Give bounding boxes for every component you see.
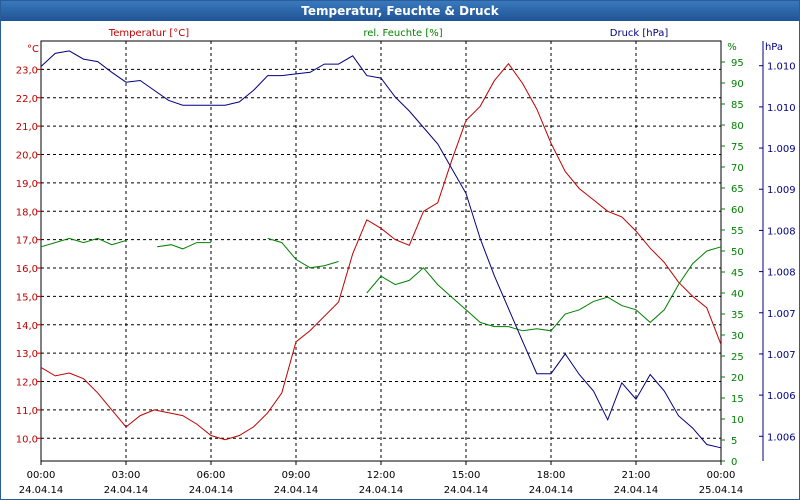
series-line-humidity xyxy=(40,237,127,248)
humidity-axis-title: rel. Feuchte [%] xyxy=(363,28,442,39)
temperature-tick-label: 23,0 xyxy=(16,65,38,76)
pressure-tick-label: 1.006 xyxy=(767,432,796,443)
chart-canvas: Temperatur [°C] rel. Feuchte [%] Druck [hP… xyxy=(16,28,796,496)
temperature-tick-label: 20,0 xyxy=(16,151,38,162)
x-tick-time-label: 12:00 xyxy=(367,470,396,481)
x-tick-time-label: 18:00 xyxy=(537,470,566,481)
humidity-tick-label: 65 xyxy=(731,184,744,195)
humidity-tick-label: 25 xyxy=(731,352,744,363)
series-line-humidity xyxy=(366,246,722,332)
temperature-tick-label: 21,0 xyxy=(16,122,38,133)
temperature-tick-label: 14,0 xyxy=(16,321,38,332)
humidity-tick-label: 35 xyxy=(731,310,744,321)
x-tick-time-label: 21:00 xyxy=(622,470,651,481)
pressure-axis-title: Druck [hPa] xyxy=(610,28,669,39)
humidity-tick-label: 10 xyxy=(731,415,744,426)
x-tick-time-label: 00:00 xyxy=(27,470,56,481)
x-tick-date-label: 24.04.14 xyxy=(614,485,659,496)
temperature-axis-title: Temperatur [°C] xyxy=(108,28,189,39)
series-line-humidity xyxy=(267,237,339,269)
humidity-tick-label: 15 xyxy=(731,394,744,405)
pressure-tick-label: 1.007 xyxy=(767,309,796,320)
x-tick-time-label: 00:00 xyxy=(707,470,736,481)
humidity-tick-label: 50 xyxy=(731,247,744,258)
humidity-tick-label: 0 xyxy=(731,457,737,468)
humidity-unit-label: % xyxy=(727,42,737,53)
series-line-pressure xyxy=(40,50,722,449)
x-tick-time-label: 09:00 xyxy=(282,470,311,481)
pressure-tick-label: 1.009 xyxy=(767,144,796,155)
humidity-tick-label: 60 xyxy=(731,205,744,216)
temperature-tick-label: 10,0 xyxy=(16,434,38,445)
temperature-tick-label: 13,0 xyxy=(16,349,38,360)
temperature-unit-label: °C xyxy=(27,44,39,55)
x-tick-date-label: 24.04.14 xyxy=(359,485,404,496)
humidity-tick-label: 20 xyxy=(731,373,744,384)
pressure-tick-label: 1.007 xyxy=(767,350,796,361)
humidity-tick-label: 5 xyxy=(731,436,737,447)
window-title: Temperatur, Feuchte & Druck xyxy=(1,1,799,21)
pressure-tick-label: 1.008 xyxy=(767,226,796,237)
pressure-unit-label: hPa xyxy=(765,42,783,53)
temperature-tick-label: 11,0 xyxy=(16,406,38,417)
pressure-tick-label: 1.010 xyxy=(767,103,796,114)
temperature-tick-label: 15,0 xyxy=(16,292,38,303)
humidity-tick-label: 45 xyxy=(731,268,744,279)
humidity-tick-label: 90 xyxy=(731,79,744,90)
x-tick-date-label: 24.04.14 xyxy=(529,485,574,496)
humidity-tick-label: 85 xyxy=(731,100,744,111)
x-tick-date-label: 24.04.14 xyxy=(189,485,234,496)
x-tick-time-label: 03:00 xyxy=(112,470,141,481)
pressure-tick-label: 1.010 xyxy=(767,62,796,73)
pressure-tick-label: 1.006 xyxy=(767,391,796,402)
pressure-tick-label: 1.009 xyxy=(767,185,796,196)
humidity-tick-label: 70 xyxy=(731,163,744,174)
humidity-tick-label: 30 xyxy=(731,331,744,342)
x-tick-time-label: 06:00 xyxy=(197,470,226,481)
humidity-tick-label: 55 xyxy=(731,226,744,237)
series-line-temperature xyxy=(40,62,722,441)
pressure-tick-label: 1.008 xyxy=(767,268,796,279)
x-tick-date-label: 24.04.14 xyxy=(444,485,489,496)
x-tick-date-label: 24.04.14 xyxy=(104,485,149,496)
humidity-tick-label: 80 xyxy=(731,121,744,132)
temperature-tick-label: 16,0 xyxy=(16,264,38,275)
temperature-tick-label: 18,0 xyxy=(16,207,38,218)
temperature-tick-label: 22,0 xyxy=(16,94,38,105)
x-tick-date-label: 24.04.14 xyxy=(19,485,64,496)
temperature-tick-label: 12,0 xyxy=(16,378,38,389)
temperature-tick-label: 17,0 xyxy=(16,236,38,247)
series-line-humidity xyxy=(157,242,211,250)
x-tick-time-label: 15:00 xyxy=(452,470,481,481)
x-tick-date-label: 24.04.14 xyxy=(274,485,319,496)
humidity-tick-label: 40 xyxy=(731,289,744,300)
temperature-tick-label: 19,0 xyxy=(16,179,38,190)
x-tick-date-label: 25.04.14 xyxy=(699,485,744,496)
humidity-tick-label: 75 xyxy=(731,142,744,153)
humidity-tick-label: 95 xyxy=(731,58,744,69)
